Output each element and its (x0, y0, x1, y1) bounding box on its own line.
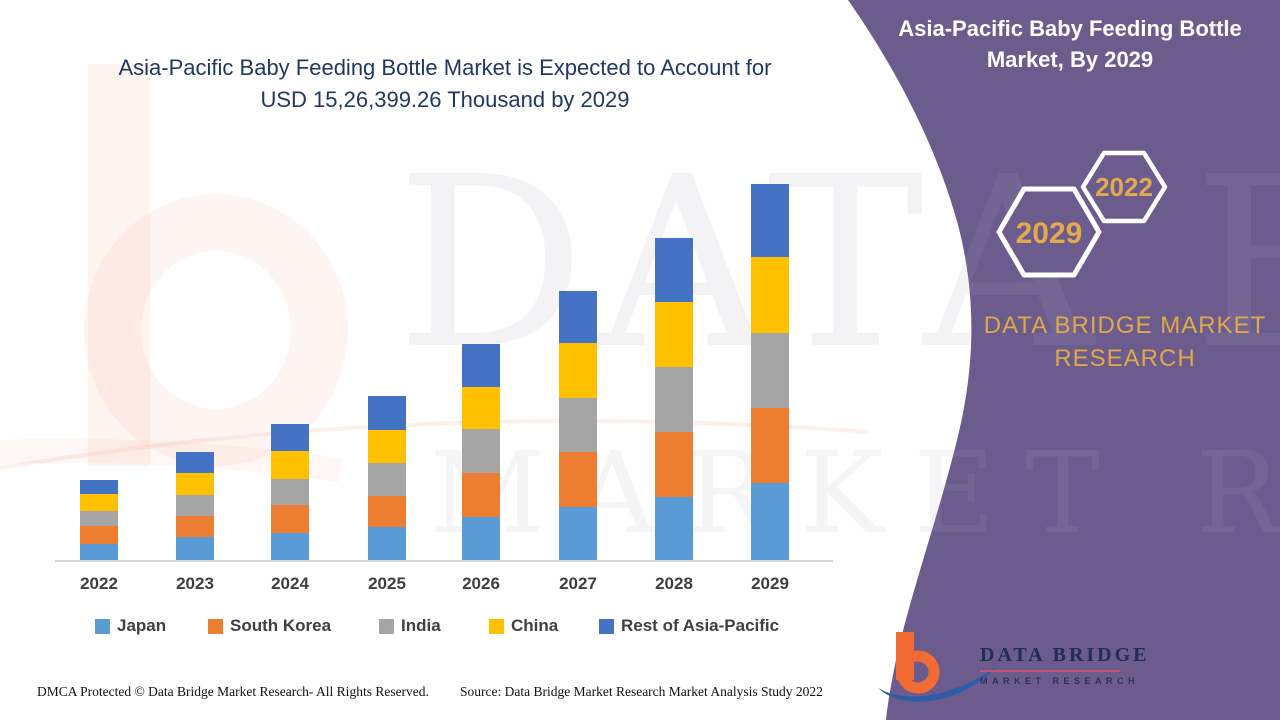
bar-segment-japan-2027 (559, 507, 597, 560)
x-tick-label-2023: 2023 (176, 574, 214, 593)
chart-title-line2: USD 15,26,399.26 Thousand by 2029 (260, 87, 630, 112)
bar-segment-south-korea-2025 (368, 496, 406, 527)
bar-segment-south-korea-2023 (176, 516, 214, 537)
bar-segment-rest-of-asia-pacific-2029 (751, 184, 789, 257)
legend-label-japan: Japan (117, 616, 167, 635)
bar-column-2028 (655, 238, 693, 560)
bar-segment-india-2022 (80, 511, 118, 526)
bar-segment-india-2023 (176, 495, 214, 516)
bar-segment-south-korea-2029 (751, 408, 789, 483)
bar-segment-japan-2025 (368, 527, 406, 560)
chart-title: Asia-Pacific Baby Feeding Bottle Market … (55, 52, 835, 116)
bar-segment-rest-of-asia-pacific-2024 (271, 424, 309, 451)
legend-swatch-china (489, 618, 504, 634)
bar-segment-china-2025 (368, 430, 406, 463)
brand-wordmark: DATA BRIDGE MARKET RESEARCH (975, 309, 1275, 375)
bar-segment-south-korea-2027 (559, 452, 597, 507)
bar-segment-china-2028 (655, 302, 693, 367)
legend-swatch-india (379, 618, 394, 634)
brand-wordmark-line2: RESEARCH (1054, 345, 1196, 372)
bar-segment-rest-of-asia-pacific-2023 (176, 452, 214, 473)
bar-segment-india-2025 (368, 463, 406, 496)
bar-column-2026 (462, 344, 500, 560)
brand-wordmark-line1: DATA BRIDGE MARKET (983, 312, 1267, 339)
bar-segment-south-korea-2028 (655, 432, 693, 497)
bar-segment-india-2027 (559, 398, 597, 452)
chart-title-line1: Asia-Pacific Baby Feeding Bottle Market … (118, 55, 772, 80)
bar-column-2025 (368, 396, 406, 560)
bar-segment-china-2022 (80, 494, 118, 511)
legend-item-rest-of-asia-pacific: Rest of Asia-Pacific (599, 616, 779, 636)
bar-segment-india-2024 (271, 479, 309, 505)
bar-segment-japan-2026 (462, 517, 500, 560)
bar-segment-japan-2023 (176, 537, 214, 560)
legend-swatch-rest-of-asia-pacific (599, 618, 614, 634)
x-tick-label-2029: 2029 (751, 574, 789, 593)
legend-label-india: India (401, 616, 441, 635)
bar-segment-india-2028 (655, 367, 693, 432)
hexagon-badge-2022 (1080, 150, 1168, 224)
bar-segment-china-2026 (462, 387, 500, 429)
bar-column-2023 (176, 452, 214, 560)
badge-year-back: 2022 (1095, 172, 1153, 202)
logo-underline (980, 670, 1120, 672)
bar-segment-rest-of-asia-pacific-2027 (559, 291, 597, 343)
bar-segment-china-2023 (176, 473, 214, 495)
bar-segment-rest-of-asia-pacific-2028 (655, 238, 693, 302)
x-axis-line (55, 560, 833, 562)
bar-column-2027 (559, 291, 597, 560)
bar-segment-china-2029 (751, 257, 789, 333)
logo-subtitle-text: MARKET RESEARCH (980, 676, 1140, 686)
bar-column-2022 (80, 480, 118, 560)
side-panel-title-line1: Asia-Pacific Baby Feeding Bottle (898, 16, 1242, 41)
legend-swatch-japan (95, 618, 110, 634)
bar-segment-rest-of-asia-pacific-2026 (462, 344, 500, 387)
bar-segment-china-2024 (271, 451, 309, 479)
bar-segment-japan-2022 (80, 544, 118, 560)
logo-name-text: DATA BRIDGE (980, 644, 1150, 666)
legend-label-rest-of-asia-pacific: Rest of Asia-Pacific (621, 616, 780, 635)
bar-segment-india-2029 (751, 333, 789, 408)
side-panel-title: Asia-Pacific Baby Feeding Bottle Market,… (880, 13, 1260, 75)
legend-item-india: India (379, 616, 441, 636)
legend-swatch-south-korea (208, 618, 223, 634)
legend-label-china: China (511, 616, 559, 635)
footer-source-text: Source: Data Bridge Market Research Mark… (460, 684, 823, 699)
bar-segment-china-2027 (559, 343, 597, 398)
x-tick-label-2027: 2027 (559, 574, 597, 593)
bar-segment-japan-2024 (271, 533, 309, 560)
bar-segment-rest-of-asia-pacific-2022 (80, 480, 118, 494)
data-bridge-logo-mark-icon (878, 632, 998, 702)
x-tick-label-2026: 2026 (462, 574, 500, 593)
x-tick-label-2024: 2024 (271, 574, 309, 593)
legend-label-south-korea: South Korea (230, 616, 332, 635)
bar-segment-south-korea-2022 (80, 526, 118, 544)
legend-item-south-korea: South Korea (208, 616, 331, 636)
footer-dmca-text: DMCA Protected © Data Bridge Market Rese… (37, 684, 429, 699)
bar-column-2029 (751, 184, 789, 560)
hexagon-badge-2029 (996, 186, 1102, 278)
bar-segment-india-2026 (462, 429, 500, 473)
bar-segment-south-korea-2024 (271, 505, 309, 533)
legend-item-china: China (489, 616, 558, 636)
bar-segment-rest-of-asia-pacific-2025 (368, 396, 406, 430)
bar-segment-japan-2028 (655, 497, 693, 560)
bar-column-2024 (271, 424, 309, 560)
x-tick-label-2028: 2028 (655, 574, 693, 593)
bar-segment-japan-2029 (751, 483, 789, 560)
badge-year-front: 2029 (1016, 217, 1083, 250)
bar-segment-south-korea-2026 (462, 473, 500, 517)
side-panel-title-line2: Market, By 2029 (986, 47, 1154, 72)
legend-item-japan: Japan (95, 616, 166, 636)
x-tick-label-2025: 2025 (368, 574, 406, 593)
data-bridge-logo: DATA BRIDGE MARKET RESEARCH (876, 628, 1147, 708)
x-tick-label-2022: 2022 (80, 574, 118, 593)
